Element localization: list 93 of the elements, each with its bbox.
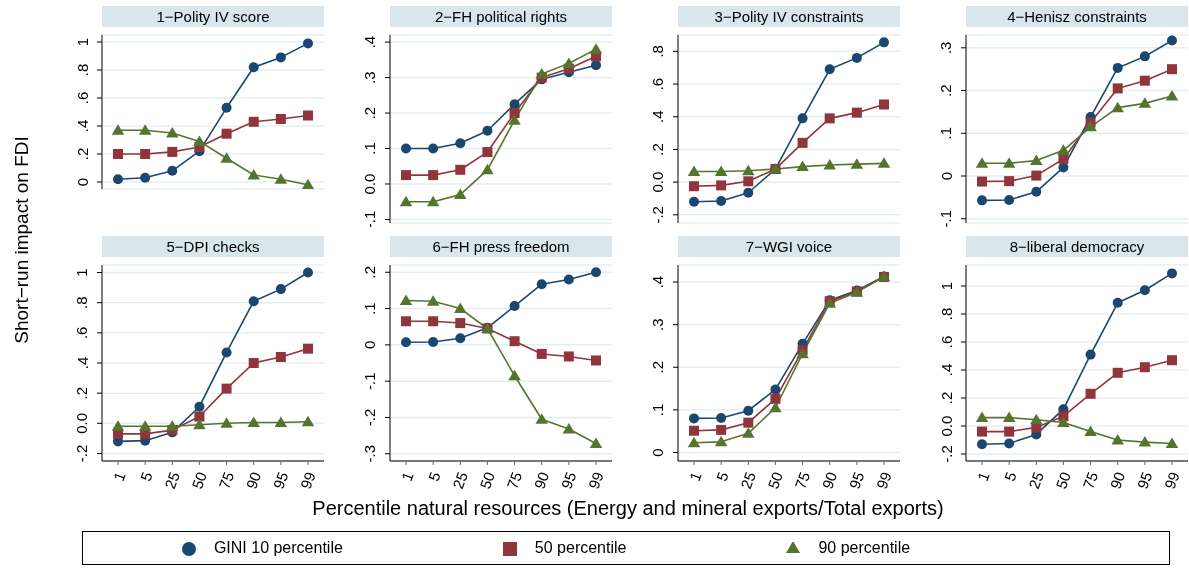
y-tick-label: .2 [937, 391, 955, 405]
y-tick-label: .2 [73, 147, 91, 161]
y-tick-label: 0.0 [649, 171, 667, 193]
x-tick-label: 95 [269, 469, 292, 492]
x-tick-label: 99 [584, 469, 607, 492]
chart-title: 4−Henisz constraints [966, 6, 1188, 27]
x-tick-label: 1 [397, 469, 417, 484]
y-tick-label: .6 [73, 326, 91, 340]
y-tick-label: 0 [73, 177, 91, 187]
x-tick-label: 5 [1000, 469, 1020, 484]
y-tick-label: 0 [649, 448, 667, 457]
x-tick-label: 50 [764, 469, 786, 492]
y-tick-label: -.2 [937, 445, 955, 463]
x-tick-label: 1 [685, 469, 705, 484]
y-tick-label: -.2 [361, 408, 379, 427]
x-tick-label: 75 [1079, 469, 1102, 492]
y-tick-label: .3 [649, 318, 667, 331]
y-tick-label: 1 [73, 268, 91, 277]
x-tick-label: 99 [1160, 469, 1183, 492]
chart-title: 5−DPI checks [102, 236, 324, 257]
y-tick-label: .3 [937, 41, 955, 55]
x-tick-label: 25 [1025, 469, 1047, 492]
y-tick-label: .8 [73, 63, 91, 77]
chart-title: 7−WGI voice [678, 236, 900, 257]
y-tick-label: -.2 [73, 444, 91, 463]
y-tick-label: .2 [361, 266, 379, 279]
y-tick-label: .2 [649, 143, 667, 156]
y-tick-label: .4 [73, 356, 91, 370]
y-tick-label: 0 [361, 340, 379, 350]
y-tick-label: 1 [73, 37, 91, 47]
y-tick-label: -.1 [361, 372, 379, 390]
x-tick-label: 50 [188, 469, 210, 492]
y-tick-label: -.2 [649, 206, 667, 224]
x-tick-label: 5 [424, 469, 444, 484]
x-tick-label: 90 [242, 469, 265, 492]
x-tick-label: 5 [136, 469, 156, 484]
x-tick-label: 75 [503, 469, 526, 492]
x-axis-title: Percentile natural resources (Energy and mineral exports/Total exports) [312, 496, 944, 520]
y-tick-label: 0 [937, 171, 955, 181]
x-tick-label: 95 [557, 469, 580, 492]
y-tick-label: .1 [649, 403, 667, 417]
chart-title: 1−Polity IV score [102, 6, 324, 27]
x-tick-label: 1 [973, 469, 993, 484]
x-tick-label: 99 [296, 469, 319, 492]
y-tick-label: .2 [73, 386, 91, 400]
y-tick-label: .6 [73, 91, 91, 105]
y-axis-title: Short−run impact on FDI [11, 136, 33, 344]
x-tick-label: 90 [530, 469, 553, 492]
legend-label: GINI 10 percentile [213, 539, 343, 556]
y-tick-label: .1 [361, 142, 379, 155]
y-tick-label: .8 [73, 296, 91, 309]
x-tick-label: 25 [737, 469, 759, 492]
y-tick-label: .6 [937, 335, 955, 349]
x-tick-label: 95 [845, 469, 868, 492]
x-tick-label: 5 [712, 469, 732, 484]
x-tick-label: 75 [791, 469, 814, 492]
x-tick-label: 50 [1052, 469, 1074, 492]
y-tick-label: .4 [937, 363, 955, 377]
y-tick-label: 0.0 [73, 412, 91, 434]
legend-label: 90 percentile [818, 539, 911, 556]
x-tick-label: 95 [1133, 469, 1156, 492]
y-tick-label: .6 [649, 77, 667, 91]
y-tick-label: .8 [649, 45, 667, 58]
x-tick-label: 1 [109, 469, 129, 484]
y-tick-label: -.3 [361, 444, 379, 463]
y-tick-label: .4 [73, 119, 91, 133]
y-tick-label: -.1 [361, 210, 379, 229]
y-tick-label: 0.0 [937, 415, 955, 437]
legend-label: 50 percentile [534, 539, 627, 556]
y-tick-label: .4 [649, 110, 667, 123]
x-tick-label: 90 [1106, 469, 1129, 492]
x-tick-label: 25 [449, 469, 471, 492]
chart-title: 3−Polity IV constraints [678, 6, 900, 27]
chart-title: 2−FH political rights [390, 6, 612, 27]
x-tick-label: 25 [161, 469, 183, 492]
chart-title: 8−liberal democracy [966, 236, 1188, 257]
y-tick-label: .2 [937, 84, 955, 97]
y-tick-label: 1 [937, 281, 955, 291]
x-tick-label: 90 [818, 469, 841, 492]
y-tick-label: .4 [361, 35, 379, 49]
y-tick-label: .4 [649, 275, 667, 289]
x-tick-label: 50 [476, 469, 498, 492]
x-tick-label: 99 [872, 469, 895, 492]
y-tick-label: -.1 [937, 209, 955, 228]
y-tick-label: .8 [937, 307, 955, 321]
y-tick-label: .2 [649, 361, 667, 374]
y-tick-label: .2 [361, 106, 379, 120]
x-tick-label: 75 [215, 469, 238, 492]
y-tick-label: .1 [361, 302, 379, 315]
y-tick-label: .3 [361, 71, 379, 84]
y-tick-label: 0.0 [361, 173, 379, 195]
chart-title: 6−FH press freedom [390, 236, 612, 257]
y-tick-label: .1 [937, 127, 955, 140]
